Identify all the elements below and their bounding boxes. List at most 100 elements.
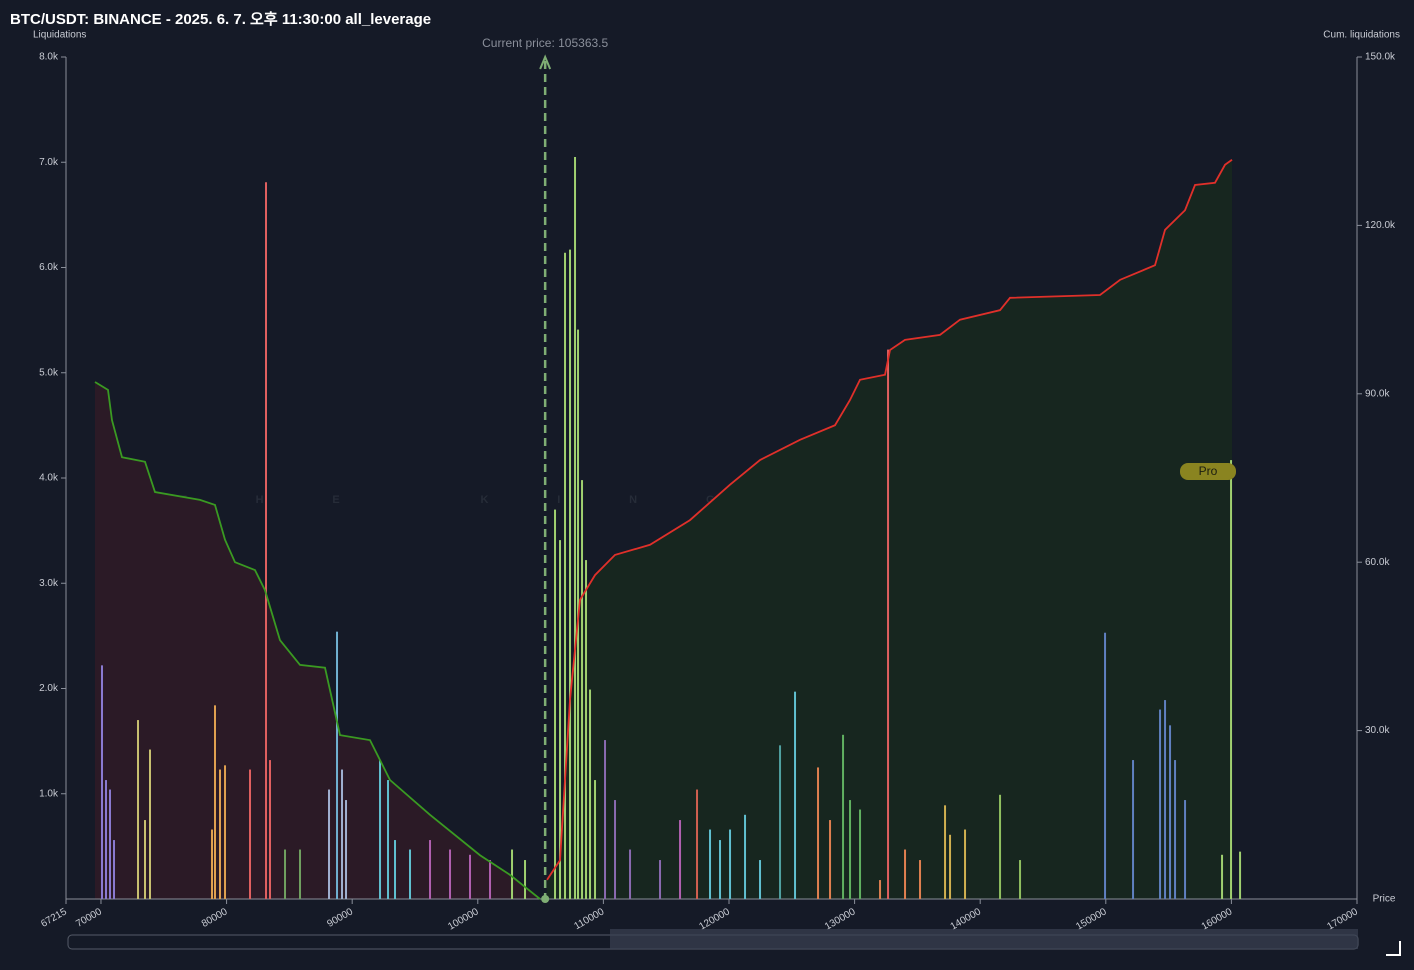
y-tick-label: 1.0k	[39, 788, 59, 799]
bar	[729, 829, 732, 899]
y-tick-label: 3.0k	[39, 578, 59, 589]
bar	[829, 820, 832, 899]
bar	[604, 740, 607, 899]
bar	[284, 849, 287, 899]
bar	[379, 760, 382, 899]
bar	[554, 509, 557, 899]
bar	[1169, 725, 1172, 899]
y2-tick-label: 60.0k	[1365, 557, 1390, 568]
bar	[842, 734, 845, 899]
bar	[779, 745, 782, 899]
bar	[614, 800, 617, 899]
cum-area	[95, 382, 541, 900]
bar	[564, 252, 567, 899]
bar	[949, 834, 952, 899]
bar	[569, 249, 572, 900]
y2-tick-label: 30.0k	[1365, 725, 1390, 736]
bar	[1159, 709, 1162, 899]
resize-icon[interactable]	[1386, 941, 1401, 956]
plot-layer: THE KINGFISHER.IO1.0k2.0k3.0k4.0k5.0k6.0…	[39, 36, 1396, 932]
bar	[1104, 632, 1107, 899]
bar	[594, 780, 597, 899]
bar	[144, 820, 147, 899]
bar	[589, 689, 592, 899]
bar	[581, 480, 584, 899]
bar	[345, 800, 348, 899]
y-tick-label: 7.0k	[39, 157, 59, 168]
bar	[429, 840, 432, 899]
bar	[659, 860, 662, 899]
bar	[887, 349, 890, 900]
bar	[629, 849, 632, 899]
cum-area	[547, 159, 1233, 899]
y2-axis-label: Cum. liquidations	[1323, 30, 1400, 41]
y-tick-label: 2.0k	[39, 683, 59, 694]
bar	[919, 860, 922, 899]
y-tick-label: 5.0k	[39, 367, 59, 378]
bar	[1239, 851, 1242, 899]
bar	[387, 780, 390, 899]
bar	[149, 749, 152, 899]
bar	[679, 820, 682, 899]
bar	[211, 829, 214, 899]
annotation: Current price: 105363.5	[482, 36, 608, 50]
bar	[409, 849, 412, 899]
bar	[1132, 760, 1135, 899]
y2-tick-label: 150.0k	[1365, 52, 1396, 63]
current-price-arrow	[539, 54, 552, 70]
bar	[719, 840, 722, 899]
bar	[224, 765, 227, 899]
bar	[328, 789, 331, 899]
bar	[214, 705, 217, 899]
bar	[1230, 460, 1233, 899]
bar	[1164, 700, 1167, 899]
bar	[744, 814, 747, 899]
bar	[964, 829, 967, 899]
current-price-dot	[541, 895, 550, 903]
chart-title: BTC/USDT: BINANCE - 2025. 6. 7. 오후 11:30…	[10, 11, 431, 28]
bar	[449, 849, 452, 899]
bar	[394, 840, 397, 899]
y-axis-label: Liquidations	[33, 30, 86, 41]
y2-tick-label: 90.0k	[1365, 388, 1390, 399]
bar	[489, 860, 492, 899]
bar	[137, 720, 140, 899]
bar	[341, 769, 344, 899]
badge: Pro	[1199, 464, 1218, 478]
bar	[269, 760, 272, 899]
y2-tick-label: 120.0k	[1365, 220, 1396, 231]
y-tick-label: 8.0k	[39, 52, 59, 63]
y-tick-label: 4.0k	[39, 473, 59, 484]
bar	[113, 840, 116, 899]
bar	[1019, 860, 1022, 899]
bar	[904, 849, 907, 899]
bar	[999, 794, 1002, 899]
bar	[944, 805, 947, 899]
bar	[696, 789, 699, 899]
badge-bg	[1180, 463, 1236, 480]
bar	[879, 880, 882, 899]
bar	[1174, 760, 1177, 899]
bar	[265, 182, 268, 899]
bar	[817, 767, 820, 899]
bar	[524, 860, 527, 899]
bar	[709, 829, 712, 899]
bar	[249, 769, 252, 899]
bar	[336, 631, 339, 899]
bar	[1184, 800, 1187, 899]
bar	[1221, 854, 1224, 899]
y-tick-label: 6.0k	[39, 262, 59, 273]
bar	[108, 789, 111, 899]
bar	[759, 860, 762, 899]
bar	[859, 809, 862, 899]
bar	[794, 691, 797, 899]
scrollbar-window[interactable]	[610, 929, 1358, 949]
bar	[511, 849, 514, 899]
cum-line	[546, 158, 1233, 881]
bar	[849, 800, 852, 899]
bar	[559, 540, 562, 899]
bar	[219, 769, 222, 899]
bar	[299, 849, 302, 899]
